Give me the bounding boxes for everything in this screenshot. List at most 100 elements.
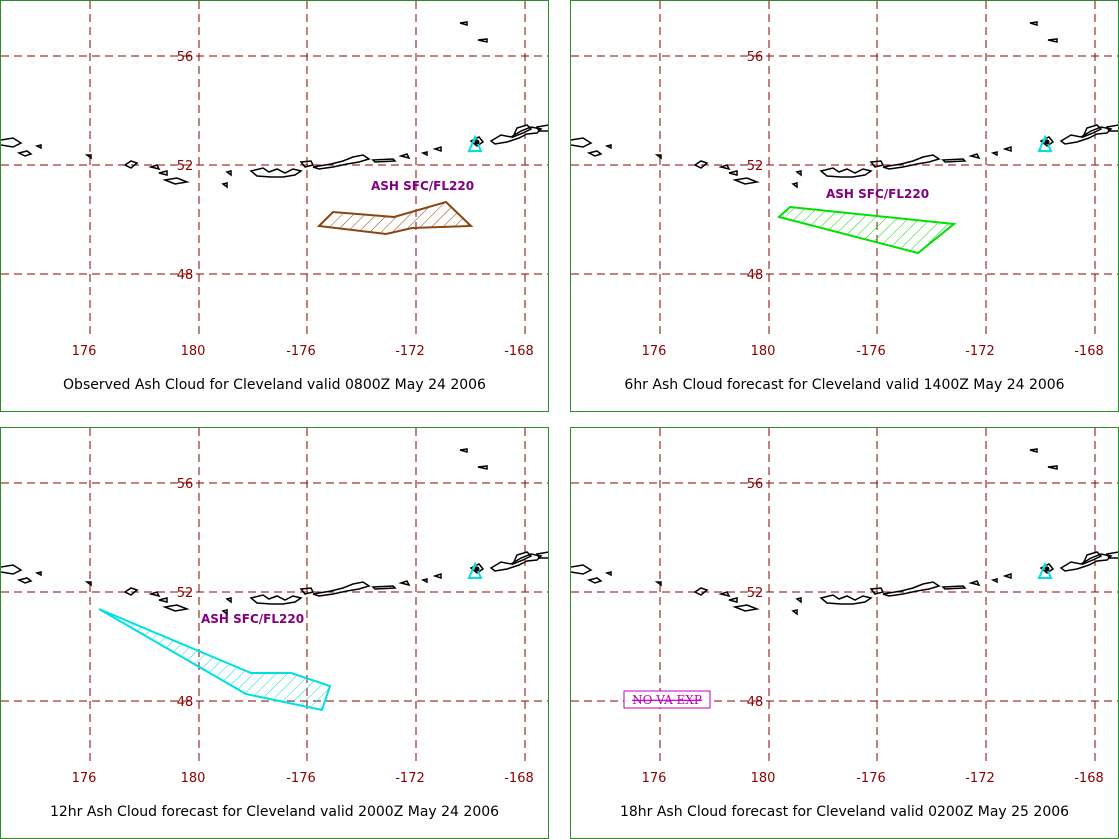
- lat-tick-label: 52: [747, 159, 764, 174]
- map-panel-6hr: 56 52 48 176 180 -176 -172 -168 ASH SFC/FL220 6…: [570, 0, 1119, 412]
- volcano-triangle-icon: [467, 134, 483, 152]
- panel-caption: 12hr Ash Cloud forecast for Cleveland va…: [49, 804, 500, 820]
- island-outline: [1, 564, 23, 575]
- axis-labels: 56 52 48 176 180 -176 -172 -168: [642, 50, 1104, 359]
- island-outline: [882, 154, 941, 170]
- island-outline: [604, 571, 612, 577]
- island-outline: [795, 597, 802, 604]
- coastline: [1, 21, 548, 189]
- island-outline: [791, 609, 798, 616]
- island-outline: [477, 465, 488, 470]
- island-outline: [571, 137, 593, 148]
- lon-tick-label: -172: [965, 344, 995, 359]
- island-outline: [299, 587, 315, 595]
- lon-tick-label: -176: [856, 771, 886, 786]
- island-outline: [718, 164, 731, 171]
- axis-labels: 56 52 48 176 180 -176 -172 -168: [72, 50, 534, 359]
- lat-tick-label: 52: [177, 586, 194, 601]
- island-outline: [123, 160, 139, 169]
- no-va-exp-label: NO VA EXP: [632, 693, 702, 707]
- lon-tick-label: -172: [395, 771, 425, 786]
- volcano-vent: [1044, 566, 1050, 572]
- map-canvas: 56 52 48 176 180 -176 -172 -168 ASH SFC/FL220: [1, 1, 548, 359]
- island-outline: [398, 580, 411, 587]
- island-outline: [312, 581, 371, 597]
- panel-caption: Observed Ash Cloud for Cleveland valid 0…: [63, 377, 486, 393]
- island-outline: [1047, 465, 1058, 470]
- lon-tick-label: -168: [1074, 344, 1104, 359]
- coastline: [571, 21, 1118, 189]
- island-outline: [34, 571, 42, 577]
- island-outline: [371, 158, 397, 163]
- island-outline: [728, 170, 738, 176]
- island-outline: [1002, 572, 1012, 580]
- lat-tick-label: 56: [747, 50, 764, 65]
- island-outline: [791, 182, 798, 189]
- lat-tick-label: 56: [177, 477, 194, 492]
- ash-cloud-label: ASH SFC/FL220: [826, 187, 929, 201]
- lon-tick-label: 176: [642, 344, 667, 359]
- island-outline: [148, 164, 161, 171]
- lat-tick-label: 48: [177, 695, 194, 710]
- lat-tick-label: 52: [177, 159, 194, 174]
- island-outline: [990, 578, 998, 584]
- island-outline: [693, 160, 709, 169]
- island-outline: [420, 151, 428, 157]
- panel-caption: 6hr Ash Cloud forecast for Cleveland val…: [624, 377, 1065, 393]
- island-outline: [1081, 551, 1103, 566]
- lat-tick-label: 48: [747, 695, 764, 710]
- coastline: [571, 448, 1118, 616]
- island-outline: [459, 448, 468, 453]
- lat-tick-label: 48: [747, 268, 764, 283]
- ash-cloud-polygon: [776, 205, 957, 255]
- island-outline: [371, 585, 397, 590]
- map-canvas: 56 52 48 176 180 -176 -172 -168 NO VA EXP: [571, 428, 1118, 786]
- volcano-triangle-icon: [1037, 561, 1053, 579]
- island-outline: [34, 144, 42, 150]
- island-outline: [535, 124, 548, 132]
- lat-tick-label: 48: [177, 268, 194, 283]
- volcano-vent: [1044, 139, 1050, 145]
- island-outline: [535, 551, 548, 559]
- lat-tick-label: 52: [747, 586, 764, 601]
- island-outline: [1029, 448, 1038, 453]
- island-outline: [571, 564, 593, 575]
- island-outline: [604, 144, 612, 150]
- island-outline: [869, 587, 885, 595]
- volcano-triangle-icon: [1037, 134, 1053, 152]
- island-outline: [718, 591, 731, 598]
- island-outline: [819, 594, 873, 605]
- lon-tick-label: 180: [751, 771, 776, 786]
- island-outline: [1105, 124, 1118, 132]
- island-outline: [162, 177, 190, 185]
- island-outline: [968, 580, 981, 587]
- island-outline: [795, 170, 802, 177]
- island-outline: [1002, 145, 1012, 153]
- island-outline: [249, 594, 303, 605]
- lon-tick-label: 180: [181, 771, 206, 786]
- volcano-triangle-icon: [467, 561, 483, 579]
- no-va-exp-box: [623, 690, 711, 709]
- lon-tick-label: -168: [504, 344, 534, 359]
- island-outline: [1, 137, 23, 148]
- island-outline: [225, 170, 232, 177]
- ash-cloud-label: ASH SFC/FL220: [201, 612, 304, 626]
- coastline: [1, 448, 548, 616]
- island-outline: [1105, 551, 1118, 559]
- island-outline: [990, 151, 998, 157]
- island-outline: [16, 577, 33, 584]
- island-outline: [654, 581, 662, 587]
- lon-tick-label: 180: [181, 344, 206, 359]
- island-outline: [1047, 38, 1058, 43]
- panel-caption: 18hr Ash Cloud forecast for Cleveland va…: [619, 804, 1070, 820]
- map-panel-18hr: 56 52 48 176 180 -176 -172 -168 NO VA EXP 18hr …: [570, 427, 1119, 839]
- island-outline: [84, 581, 92, 587]
- island-outline: [511, 551, 533, 566]
- map-panel-observed: 56 52 48 176 180 -176 -172 -168 ASH SFC/FL220 O…: [0, 0, 549, 412]
- island-outline: [869, 160, 885, 168]
- island-outline: [732, 604, 760, 612]
- lon-tick-label: -176: [286, 344, 316, 359]
- lon-tick-label: -172: [395, 344, 425, 359]
- island-outline: [432, 145, 442, 153]
- graticule: [1, 1, 548, 337]
